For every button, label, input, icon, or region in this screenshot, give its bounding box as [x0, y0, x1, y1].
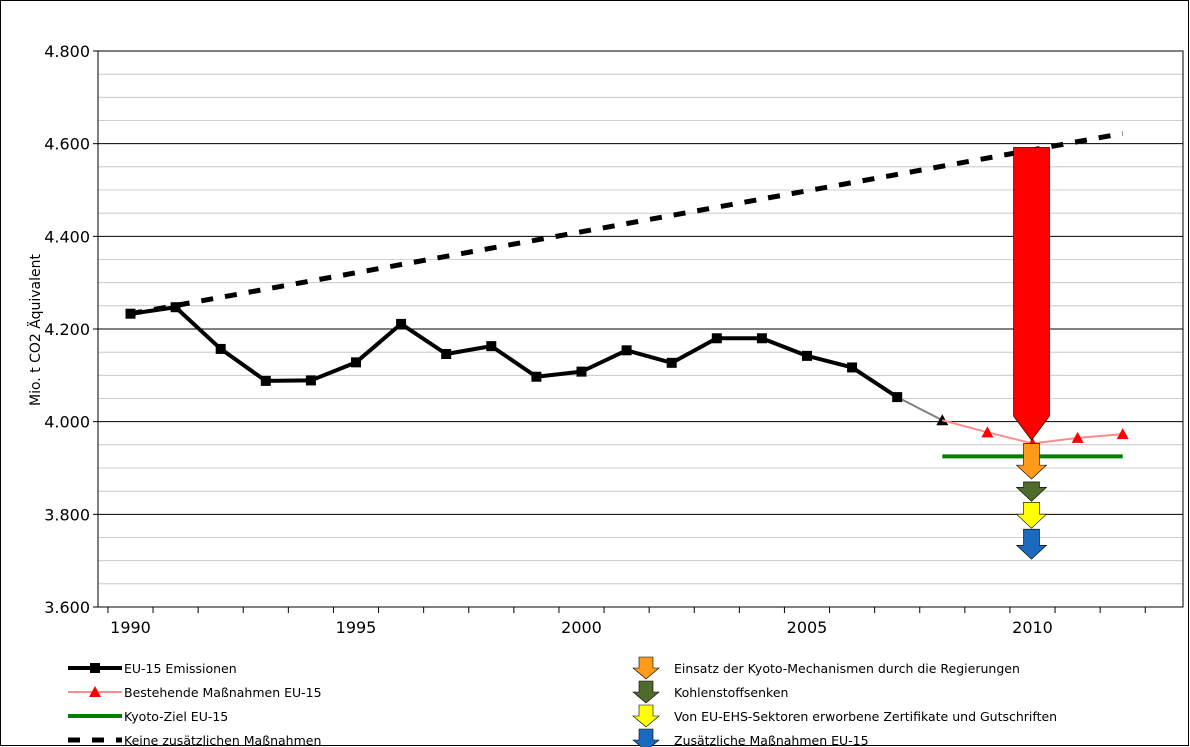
y-tick-label: 4.000: [44, 413, 90, 432]
y-axis-label: Mio. t CO2 Äquivalent: [26, 253, 44, 406]
legend-label: Kohlenstoffsenken: [674, 685, 788, 700]
series-line-no-measures: [130, 131, 1124, 317]
legend: EU-15 Emissionen Bestehende Maßnahmen EU-…: [68, 656, 1057, 747]
legend-label: Kyoto-Ziel EU-15: [124, 709, 228, 724]
series-line-connector: [896, 396, 943, 422]
legend-label: Zusätzliche Maßnahmen EU-15: [674, 733, 869, 747]
x-tick-label: 2000: [561, 618, 602, 637]
y-tick-label: 4.400: [44, 227, 90, 246]
x-tick-label: 2010: [1012, 618, 1053, 637]
data-point: [486, 341, 497, 352]
y-tick-label: 4.200: [44, 320, 90, 339]
data-point: [215, 343, 226, 354]
x-tick-label: 2005: [787, 618, 828, 637]
data-point: [936, 414, 949, 426]
x-tick-label: 1995: [336, 618, 377, 637]
data-point: [621, 345, 632, 356]
arrow-step: [1015, 481, 1048, 502]
data-point: [396, 318, 407, 329]
series-line-emissions: [130, 305, 899, 399]
legend-label: Bestehende Maßnahmen EU-15: [124, 685, 322, 700]
data-point: [90, 663, 100, 673]
legend-arrow-swatch: [632, 656, 660, 680]
data-point: [802, 350, 812, 361]
legend-label: Keine zusätzlichen Maßnahmen: [124, 733, 321, 747]
legend-arrow-swatch: [632, 728, 660, 747]
y-tick-label: 4.600: [44, 135, 90, 154]
arrows-group: [1013, 147, 1050, 560]
arrow-big-red: [1013, 147, 1050, 441]
legend-arrow-swatch: [632, 680, 660, 704]
series-group: [125, 131, 1129, 459]
y-tick-labels: 3.600 3.800 4.000 4.200 4.400 4.600 4.800: [44, 42, 90, 617]
axes: [93, 50, 1184, 613]
data-point: [847, 362, 858, 373]
y-tick-label: 4.800: [44, 42, 90, 61]
y-tick-label: 3.600: [44, 598, 90, 617]
x-tick-label: 1990: [110, 618, 151, 637]
data-point: [305, 375, 316, 386]
data-point: [981, 426, 994, 438]
legend-arrow-swatch: [632, 704, 660, 728]
data-point: [531, 371, 542, 382]
legend-label: EU-15 Emissionen: [124, 661, 237, 676]
data-point: [1071, 431, 1084, 443]
data-point: [711, 333, 722, 344]
data-point: [260, 375, 271, 386]
data-point: [666, 357, 677, 368]
arrow-step: [1015, 501, 1048, 529]
legend-label: Einsatz der Kyoto-Mechanismen durch die …: [674, 661, 1020, 676]
data-point: [170, 302, 181, 313]
legend-label: Von EU-EHS-Sektoren erworbene Zertifikat…: [674, 709, 1057, 724]
data-point: [576, 366, 587, 377]
data-point: [125, 308, 136, 319]
y-tick-label: 3.800: [44, 505, 90, 524]
data-point: [756, 333, 767, 344]
data-point: [892, 392, 903, 403]
arrow-step: [1015, 443, 1048, 480]
arrow-step: [1015, 528, 1048, 560]
x-tick-labels: 1990 1995 2000 2005 2010: [110, 618, 1053, 637]
data-point: [89, 686, 101, 697]
data-point: [1116, 428, 1129, 440]
data-point: [441, 349, 452, 360]
grid-lines: [98, 73, 1183, 585]
data-point: [351, 357, 361, 368]
